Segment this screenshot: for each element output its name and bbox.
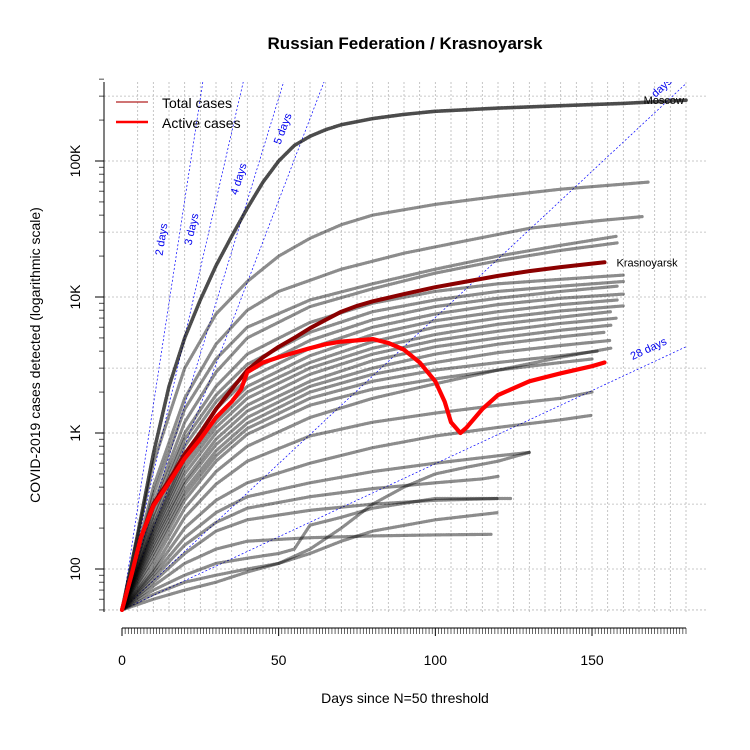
y-tick-label: 1K (67, 424, 83, 442)
series-moscow-background-labeled (120, 98, 688, 612)
background-series-line (120, 180, 650, 612)
series-label-krasnoyarsk: Krasnoyarsk (617, 257, 679, 269)
background-series-line (120, 330, 607, 612)
y-axis-label: COVID-2019 cases detected (logarithmic s… (27, 207, 43, 503)
background-series-line (120, 496, 500, 612)
series-krasnoyarsk-active (119, 337, 607, 612)
background-series-line (120, 304, 625, 612)
x-tick-label: 50 (271, 652, 287, 668)
reference-line-4-days (121, 82, 284, 611)
background-series-line (120, 496, 513, 612)
y-tick-label: 100K (67, 144, 83, 177)
y-tick-label: 10K (67, 284, 83, 310)
background-series-line (120, 349, 600, 612)
legend-total-label: Total cases (162, 95, 232, 111)
reference-line-label: 28 days (629, 335, 669, 362)
background-series-line (120, 215, 644, 612)
grid-lines (104, 82, 707, 612)
background-series-line (120, 413, 594, 612)
background-series-line (120, 450, 531, 612)
background-series-line (120, 532, 494, 612)
x-axis-label: Days since N=50 threshold (321, 690, 489, 706)
legend-active-label: Active cases (162, 115, 241, 131)
background-series-line (120, 346, 613, 612)
background-series-line (120, 338, 613, 612)
x-tick-label: 150 (580, 652, 604, 668)
background-series-line (120, 279, 625, 612)
reference-line-label: 5 days (272, 111, 295, 146)
reference-line-14-days (121, 83, 687, 611)
highlight-series: Moscow Krasnoyarsk (119, 95, 688, 612)
background-series-line (120, 450, 531, 612)
chart-title: Russian Federation / Krasnoyarsk (268, 34, 543, 53)
background-series-line (120, 310, 613, 612)
axes: 0 50 100 150 100 1K 10K 100K (67, 78, 687, 668)
series-label-moscow: Moscow (644, 95, 684, 107)
background-series-line (120, 234, 619, 612)
background-series-line (120, 316, 619, 612)
y-tick-label: 100 (67, 557, 83, 581)
reference-line-3-days (121, 82, 244, 611)
legend: Total cases Active cases (116, 95, 241, 131)
x-tick-label: 0 (118, 652, 126, 668)
background-series-line (120, 241, 619, 612)
background-series-line (120, 357, 594, 612)
reference-line-label: 3 days (183, 212, 202, 247)
background-series-line (120, 474, 500, 612)
background-series-line (120, 273, 625, 612)
reference-line-label: 2 days (154, 222, 171, 256)
background-series (120, 180, 650, 612)
background-series-line (120, 298, 619, 612)
background-series-line (120, 323, 613, 612)
background-series-line (120, 390, 594, 612)
background-series-line (120, 511, 500, 612)
x-tick-label: 100 (424, 652, 448, 668)
